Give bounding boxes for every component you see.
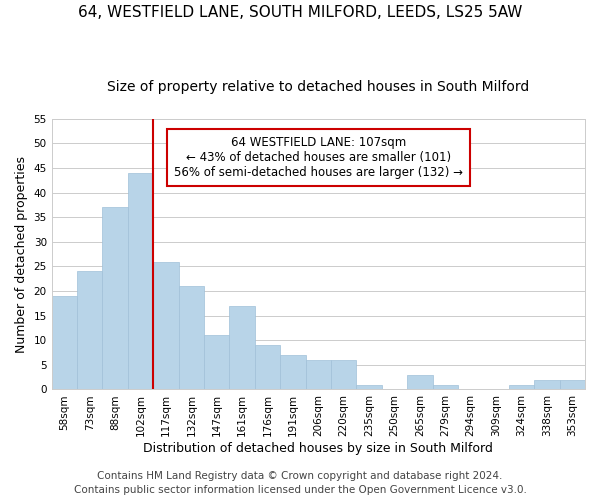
Bar [179, 286, 204, 390]
Bar [305, 360, 331, 390]
X-axis label: Distribution of detached houses by size in South Milford: Distribution of detached houses by size … [143, 442, 493, 455]
Bar [534, 380, 560, 390]
Bar [229, 306, 255, 390]
Text: Contains HM Land Registry data © Crown copyright and database right 2024.
Contai: Contains HM Land Registry data © Crown c… [74, 471, 526, 495]
Bar [407, 374, 433, 390]
Text: 64 WESTFIELD LANE: 107sqm
← 43% of detached houses are smaller (101)
56% of semi: 64 WESTFIELD LANE: 107sqm ← 43% of detac… [174, 136, 463, 179]
Bar [153, 262, 179, 390]
Bar [560, 380, 585, 390]
Bar [433, 384, 458, 390]
Bar [52, 296, 77, 390]
Bar [103, 208, 128, 390]
Title: Size of property relative to detached houses in South Milford: Size of property relative to detached ho… [107, 80, 529, 94]
Bar [204, 336, 229, 390]
Y-axis label: Number of detached properties: Number of detached properties [15, 156, 28, 352]
Bar [77, 272, 103, 390]
Bar [356, 384, 382, 390]
Bar [128, 173, 153, 390]
Bar [331, 360, 356, 390]
Bar [280, 355, 305, 390]
Bar [255, 345, 280, 390]
Text: 64, WESTFIELD LANE, SOUTH MILFORD, LEEDS, LS25 5AW: 64, WESTFIELD LANE, SOUTH MILFORD, LEEDS… [78, 5, 522, 20]
Bar [509, 384, 534, 390]
